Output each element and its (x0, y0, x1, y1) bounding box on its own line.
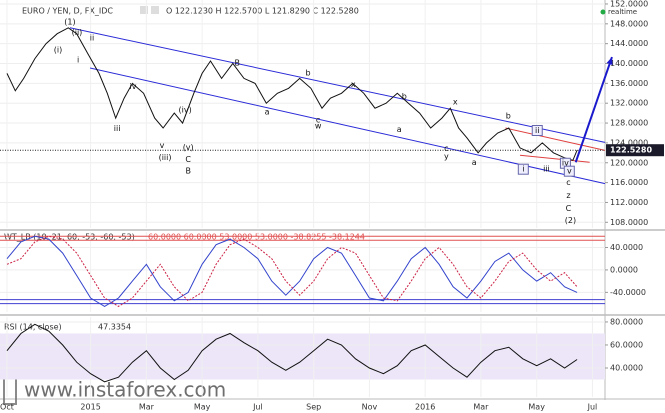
wave-label: a (397, 125, 402, 134)
x-tick-label: May (528, 403, 545, 412)
rsi-band (0, 333, 605, 380)
y-tick-label: 132.0000 (610, 99, 648, 108)
wave-label: a (472, 158, 477, 167)
wave-label: x (351, 80, 356, 89)
wave-label: B (185, 167, 191, 176)
series-line (6, 27, 578, 161)
x-tick-label: 2015 (80, 403, 100, 412)
wave-label: ii (90, 34, 94, 43)
y-tick-label: 120.0000 (610, 158, 648, 167)
wave-label: b (402, 92, 407, 101)
wave-label: b (306, 68, 311, 77)
x-tick-label: 2016 (415, 403, 435, 412)
y-tick-label: 144.0000 (610, 39, 648, 48)
price-box-label: 122.5280 (610, 146, 652, 155)
x-tick-label: Nov (362, 403, 378, 412)
wave-label: (i) (54, 46, 62, 55)
rsi-current: 47.3354 (98, 323, 131, 332)
wave-label: (v) (183, 143, 194, 152)
series-line (6, 235, 578, 307)
y-tick-label: 128.0000 (610, 119, 648, 128)
wave-label: v (567, 167, 572, 176)
y-tick-label: 60.0000 (610, 340, 643, 349)
realtime-dot (600, 9, 606, 15)
realtime-label: realtime (608, 8, 637, 16)
y-tick-label: 148.0000 (610, 19, 648, 28)
wave-label: c (316, 116, 320, 125)
x-tick-label: Mar (473, 403, 489, 412)
trend-line (69, 27, 606, 143)
y-tick-label: 124.0000 (610, 138, 648, 147)
y-tick-label: 40.0000 (610, 363, 643, 372)
wt-title: WT_LB (10, 21, 60, -53, -60, -53) (4, 233, 135, 242)
y-tick-label: 108.0000 (610, 218, 648, 227)
y-tick-label: -40.0000 (610, 288, 646, 297)
wave-label: (2) (565, 216, 576, 225)
wave-label: c (566, 178, 570, 187)
wave-label: iv (562, 159, 569, 168)
ohlc: O 122.1230 H 122.5700 L 121.8290 C 122.5… (166, 7, 359, 16)
wave-label: i (522, 165, 524, 174)
x-tick-label: Oct (0, 403, 14, 412)
wave-label: ii (535, 126, 539, 135)
wave-label: (iv) (179, 106, 192, 115)
trend-line (505, 127, 606, 151)
y-tick-label: 152.0000 (610, 0, 648, 8)
wave-label: w (315, 122, 322, 131)
wave-label: (ii) (72, 28, 83, 37)
wave-label: z (566, 191, 570, 200)
wave-label: a (265, 108, 270, 117)
wave-label: iii (114, 124, 121, 133)
wave-label-box (517, 163, 529, 175)
y-tick-label: 116.0000 (610, 178, 648, 187)
wave-label: B (235, 59, 241, 68)
x-tick-label: Mar (139, 403, 155, 412)
y-tick-label: 0.0000 (610, 265, 638, 274)
x-tick-label: May (194, 403, 211, 412)
wave-label: v (160, 141, 165, 150)
wave-label: i (77, 56, 79, 65)
settings-icon[interactable] (140, 6, 148, 14)
forecast-arrow (574, 56, 613, 163)
x-tick-label: Jul (587, 403, 598, 412)
wave-label: C (566, 204, 572, 213)
wave-label: y (444, 152, 449, 161)
wt-values: 60.0000 60.0000 53.0000 53.0000 -38.8255… (148, 233, 365, 242)
rsi-title: RSI (14, close) (4, 323, 62, 332)
watermark: www.instaforex.com (3, 373, 226, 405)
series-line (6, 323, 578, 383)
wave-label: iii (543, 165, 550, 174)
y-tick-label: 40.0000 (610, 243, 643, 252)
y-tick-label: 112.0000 (610, 198, 648, 207)
x-tick-label: Sep (306, 403, 321, 412)
y-tick-label: 140.0000 (610, 59, 648, 68)
wave-label-box (563, 165, 575, 177)
symbol-title: EURO / YEN, D, FX_IDC (22, 7, 113, 16)
arrow-head (606, 57, 613, 66)
visibility-icon[interactable] (151, 6, 159, 14)
price-box (606, 144, 664, 157)
wave-label: C (185, 155, 191, 164)
wave-label: c (444, 144, 448, 153)
wave-label: iv (130, 82, 137, 91)
y-tick-label: 136.0000 (610, 79, 648, 88)
trend-line (519, 154, 590, 163)
watermark-text: www.instaforex.com (24, 378, 226, 402)
wave-label: x (453, 98, 458, 107)
wave-label: (iii) (159, 153, 172, 162)
y-tick-label: 80.0000 (610, 317, 643, 326)
wave-label: (1) (64, 17, 75, 26)
wave-label-box (531, 124, 543, 136)
x-tick-label: Jul (252, 403, 263, 412)
wave-label: b (506, 112, 511, 121)
